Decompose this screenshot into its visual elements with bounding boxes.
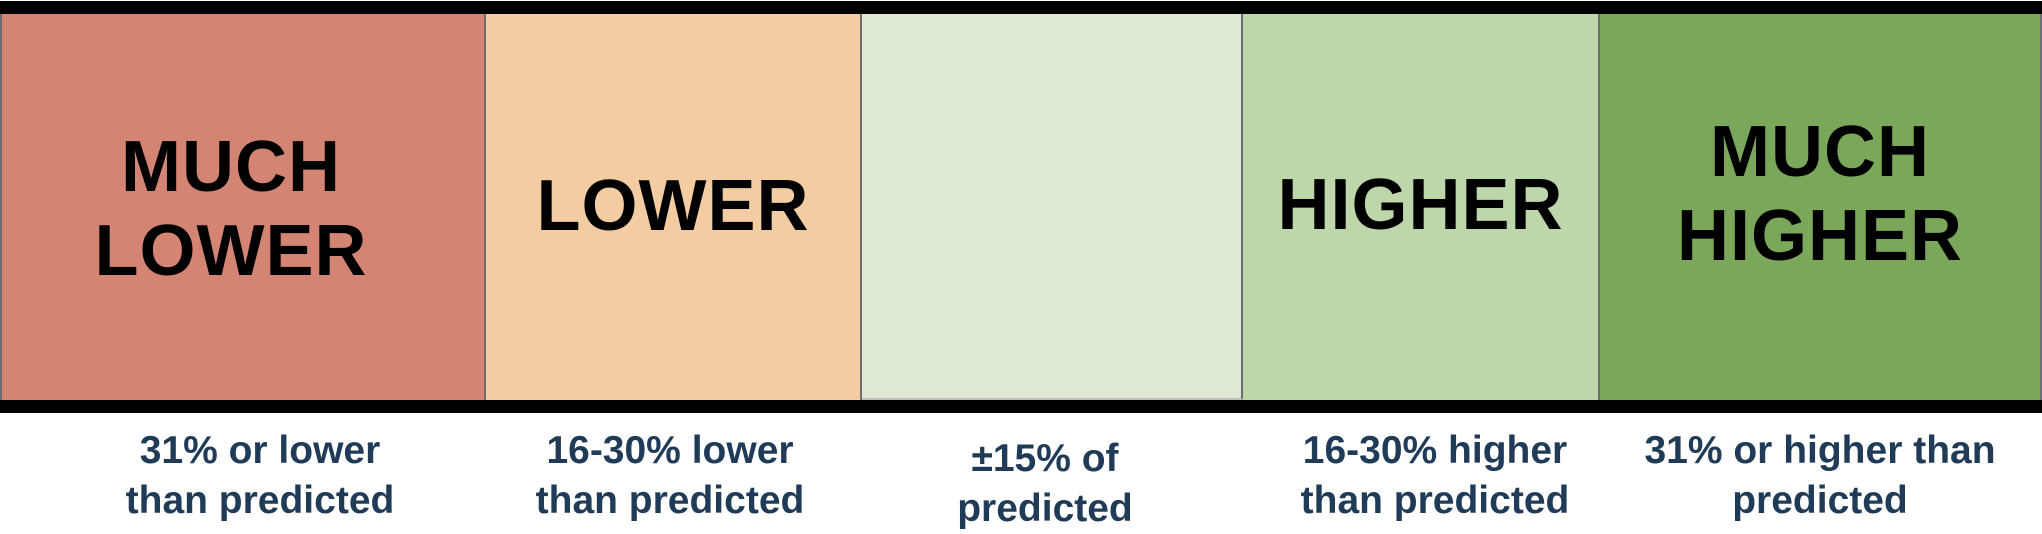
segment-captions: 31% or lower than predicted 16-30% lower… [0, 416, 2042, 530]
comparison-scale-band: MUCH LOWER LOWER HIGHER MUCH HIGHER [0, 1, 2042, 413]
top-border-rule [0, 1, 2042, 14]
segment-much-higher-label: MUCH HIGHER [1676, 112, 1964, 276]
segment-lower-label: LOWER [536, 166, 810, 246]
caption-higher: 16-30% higher than predicted [1300, 429, 1570, 522]
caption-much-higher: 31% or higher than predicted [1644, 429, 1996, 522]
bottom-border-rule [0, 400, 2042, 413]
caption-within-predicted: ±15% of predicted [957, 437, 1133, 530]
segment-higher: HIGHER [1243, 14, 1600, 400]
segment-much-higher: MUCH HIGHER [1600, 14, 2042, 400]
segment-much-lower-label: MUCH LOWER [94, 127, 368, 291]
segment-much-lower: MUCH LOWER [0, 14, 486, 400]
caption-lower: 16-30% lower than predicted [535, 429, 805, 522]
segment-higher-label: HIGHER [1277, 165, 1564, 245]
caption-much-lower: 31% or lower than predicted [125, 429, 395, 522]
segment-lower: LOWER [486, 14, 862, 400]
segment-within-predicted [862, 14, 1243, 400]
